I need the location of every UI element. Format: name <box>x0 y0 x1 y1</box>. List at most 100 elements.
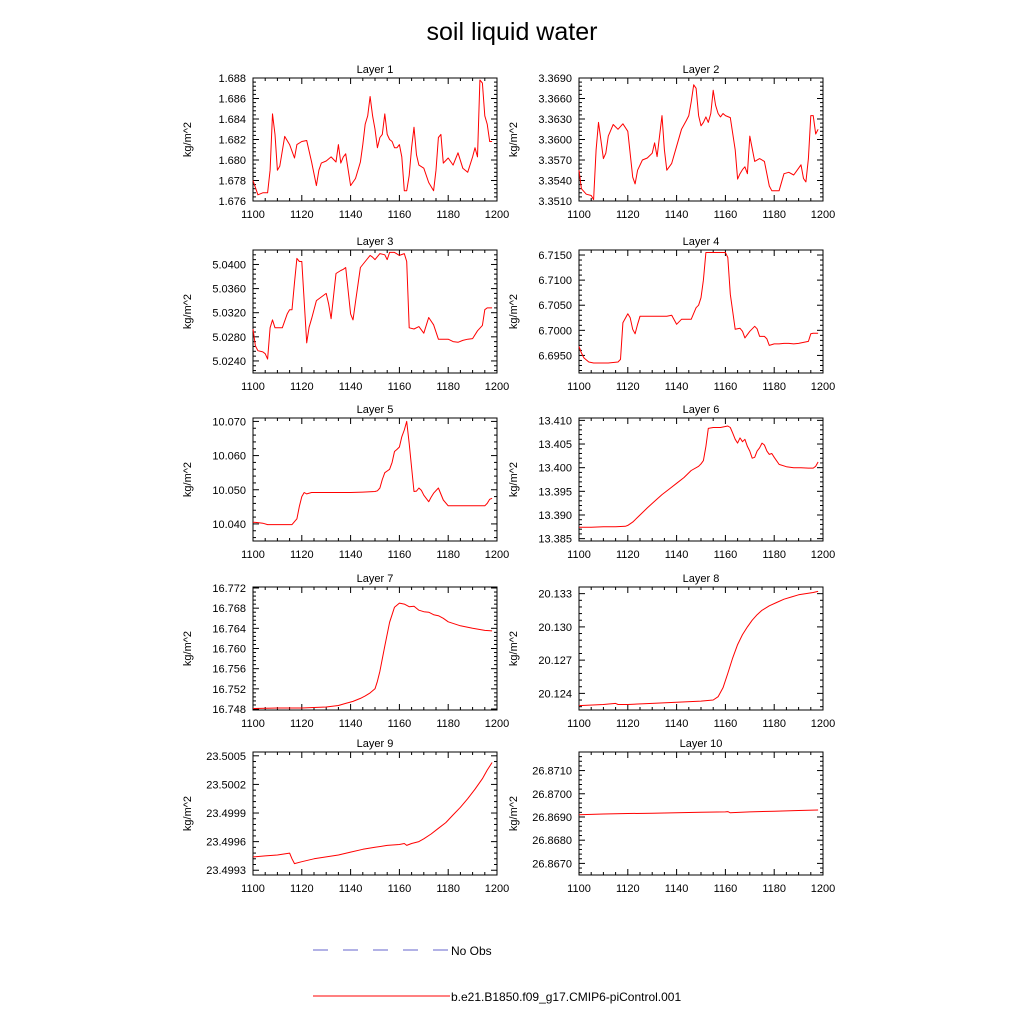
panel-title: Layer 6 <box>683 404 720 416</box>
x-tick-label: 1180 <box>436 883 460 895</box>
y-tick-label: 6.7100 <box>538 275 572 287</box>
y-tick-label: 1.684 <box>218 114 246 126</box>
plot-frame <box>252 417 498 542</box>
y-tick-label: 16.772 <box>212 583 246 595</box>
chart-panel-layer-4: Layer 4 kg/m^2 1100 1120 1140 1160 1180 1200 6.6… <box>508 236 835 393</box>
x-tick-label: 1140 <box>339 883 363 895</box>
y-tick-label: 1.686 <box>218 94 246 106</box>
chart-panel-layer-7: Layer 7 kg/m^2 1100 1120 1140 1160 1180 1200 16.… <box>182 573 509 730</box>
chart-panel-layer-3: Layer 3 kg/m^2 1100 1120 1140 1160 1180 1200 5.0… <box>182 236 509 393</box>
y-tick-label: 5.0280 <box>212 332 246 344</box>
x-tick-label: 1120 <box>290 883 314 895</box>
series-line <box>579 425 819 528</box>
plot-frame <box>252 77 498 202</box>
series-line <box>252 762 493 865</box>
figure-title: soil liquid water <box>427 18 598 46</box>
chart-panel-layer-9: Layer 9 kg/m^2 1100 1120 1140 1160 1180 1200 23.… <box>182 738 509 895</box>
y-axis-label: kg/m^2 <box>508 122 520 157</box>
x-tick-label: 1120 <box>290 209 314 221</box>
series-line <box>252 420 493 526</box>
y-tick-label: 3.3660 <box>538 94 572 106</box>
y-tick-label: 3.3540 <box>538 176 572 188</box>
x-tick-label: 1100 <box>241 209 265 221</box>
x-tick-label: 1140 <box>665 381 689 393</box>
plot-frame <box>578 77 824 202</box>
x-tick-label: 1100 <box>567 718 591 730</box>
x-tick-label: 1120 <box>616 549 640 561</box>
y-tick-label: 23.5005 <box>206 751 246 763</box>
y-tick-label: 3.3570 <box>538 155 572 167</box>
x-tick-label: 1100 <box>241 381 265 393</box>
y-tick-label: 13.390 <box>538 510 572 522</box>
panel-title: Layer 1 <box>357 64 394 76</box>
y-tick-label: 23.4993 <box>206 865 246 877</box>
y-tick-label: 13.395 <box>538 486 572 498</box>
x-tick-label: 1140 <box>665 549 689 561</box>
y-axis-label: kg/m^2 <box>182 294 194 329</box>
y-tick-label: 16.756 <box>212 664 246 676</box>
chart-panel-layer-2: Layer 2 kg/m^2 1100 1120 1140 1160 1180 1200 3.3… <box>508 64 835 221</box>
y-tick-label: 23.4996 <box>206 837 246 849</box>
x-tick-label: 1140 <box>339 209 363 221</box>
y-tick-label: 5.0360 <box>212 284 246 296</box>
y-tick-label: 10.050 <box>212 485 246 497</box>
panel-title: Layer 10 <box>680 738 723 750</box>
y-tick-label: 5.0240 <box>212 356 246 368</box>
y-tick-label: 6.7000 <box>538 325 572 337</box>
y-axis-label: kg/m^2 <box>182 796 194 831</box>
chart-panel-layer-1: Layer 1 kg/m^2 1100 1120 1140 1160 1180 1200 1.6… <box>182 64 509 221</box>
x-tick-label: 1140 <box>665 718 689 730</box>
legend: No Obs b.e21.B1850.f09_g17.CMIP6-piContr… <box>313 944 681 1004</box>
y-axis-label: kg/m^2 <box>508 796 520 831</box>
y-tick-label: 20.133 <box>538 589 572 601</box>
x-tick-label: 1180 <box>762 718 786 730</box>
y-tick-label: 16.752 <box>212 684 246 696</box>
x-tick-label: 1200 <box>811 883 835 895</box>
x-tick-label: 1120 <box>616 883 640 895</box>
y-axis-label: kg/m^2 <box>182 462 194 497</box>
x-tick-label: 1120 <box>290 718 314 730</box>
x-tick-label: 1200 <box>485 883 509 895</box>
panel-title: Layer 3 <box>357 236 394 248</box>
panel-title: Layer 2 <box>683 64 720 76</box>
y-tick-label: 3.3630 <box>538 114 572 126</box>
panel-title: Layer 8 <box>683 573 720 585</box>
series-line <box>578 252 819 364</box>
y-tick-label: 16.768 <box>212 603 246 615</box>
y-tick-label: 13.405 <box>538 439 572 451</box>
x-tick-label: 1200 <box>485 381 509 393</box>
y-tick-label: 3.3510 <box>538 196 572 208</box>
x-tick-label: 1100 <box>241 883 265 895</box>
series-line <box>578 590 819 707</box>
panel-title: Layer 4 <box>683 236 720 248</box>
y-tick-label: 6.6950 <box>538 350 572 362</box>
x-tick-label: 1120 <box>616 381 640 393</box>
y-tick-label: 23.4999 <box>206 808 246 820</box>
y-tick-label: 20.127 <box>538 655 572 667</box>
x-tick-label: 1180 <box>762 883 786 895</box>
y-tick-label: 10.070 <box>212 416 246 428</box>
y-tick-label: 10.040 <box>212 519 246 531</box>
plot-frame <box>578 249 824 374</box>
y-tick-label: 23.5002 <box>206 779 246 791</box>
y-tick-label: 16.748 <box>212 704 246 716</box>
x-tick-label: 1200 <box>485 718 509 730</box>
x-tick-label: 1200 <box>811 381 835 393</box>
y-tick-label: 13.385 <box>538 534 572 546</box>
y-tick-label: 20.124 <box>538 688 572 700</box>
y-axis-label: kg/m^2 <box>182 631 194 666</box>
y-axis-label: kg/m^2 <box>508 631 520 666</box>
x-tick-label: 1100 <box>241 718 265 730</box>
series-line <box>578 84 819 201</box>
y-tick-label: 13.400 <box>538 463 572 475</box>
panel-title: Layer 5 <box>357 404 394 416</box>
y-tick-label: 1.688 <box>218 73 246 85</box>
x-tick-label: 1200 <box>485 209 509 221</box>
series-line <box>252 251 493 360</box>
x-tick-label: 1160 <box>714 549 738 561</box>
plot-frame <box>252 586 498 711</box>
series-line <box>578 809 819 816</box>
y-tick-label: 26.8710 <box>532 766 572 778</box>
x-tick-label: 1160 <box>714 718 738 730</box>
